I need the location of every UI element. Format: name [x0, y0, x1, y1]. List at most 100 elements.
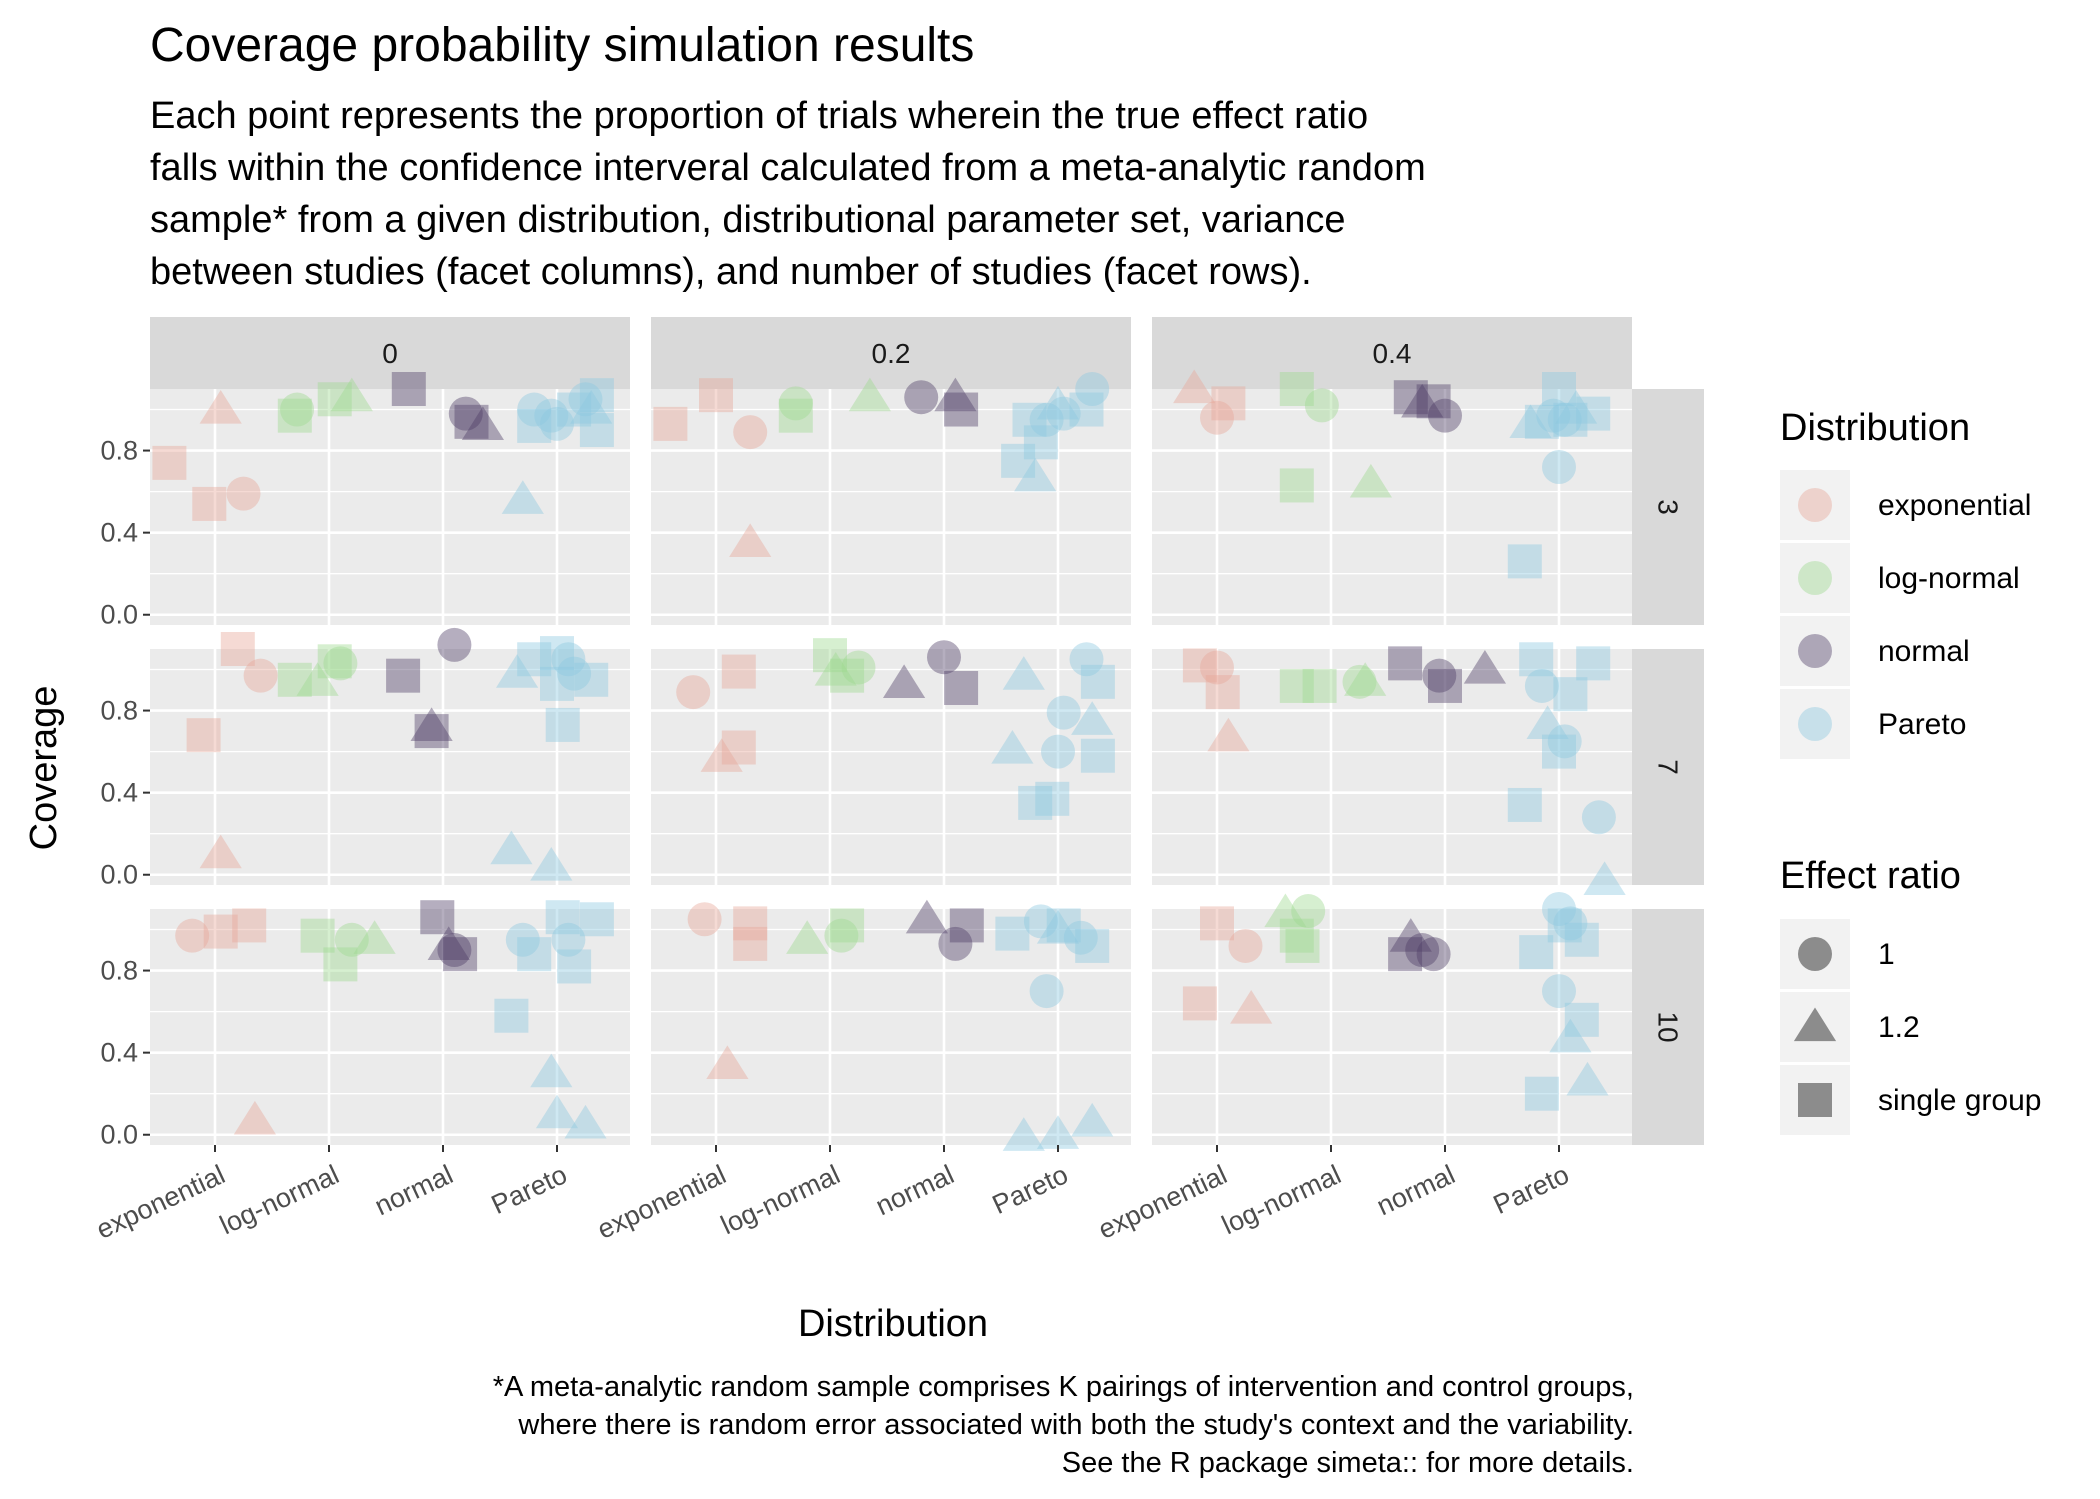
data-point	[545, 900, 580, 935]
legend-key-background	[1780, 543, 1850, 613]
legend-color-label: log-normal	[1878, 562, 2020, 595]
chart-subtitle-line-1: Each point represents the proportion of …	[150, 95, 1368, 137]
data-point	[1389, 918, 1432, 952]
data-point	[317, 382, 352, 417]
data-point	[199, 389, 242, 424]
x-tick-label: normal	[871, 1159, 958, 1221]
facet-panel	[651, 899, 1131, 1151]
data-point	[1075, 928, 1110, 963]
data-point	[175, 918, 210, 953]
data-point	[490, 830, 533, 865]
facet-panel	[651, 638, 1131, 885]
data-point	[733, 906, 768, 941]
legend-key-swatch	[1798, 488, 1832, 522]
data-point	[1046, 908, 1081, 943]
data-point	[545, 707, 580, 742]
data-point	[1342, 664, 1377, 699]
data-point	[1393, 380, 1428, 415]
data-point	[1519, 642, 1554, 677]
data-point	[1228, 928, 1263, 963]
data-point	[280, 392, 315, 427]
data-point	[1002, 656, 1045, 690]
chart-subtitle-line-2: falls within the confidence interveral c…	[150, 147, 1426, 189]
data-point	[1428, 398, 1462, 433]
data-point	[1547, 402, 1582, 437]
data-point	[995, 916, 1030, 951]
legend-key-shape	[1793, 1007, 1837, 1042]
data-point	[1388, 937, 1423, 972]
data-point	[1001, 443, 1036, 478]
data-point	[386, 658, 421, 693]
data-point	[904, 380, 939, 415]
facet-panel	[150, 900, 630, 1145]
data-point	[938, 926, 973, 961]
data-point	[778, 386, 813, 421]
data-point	[1046, 695, 1081, 730]
data-point	[1553, 906, 1588, 941]
data-point	[233, 1100, 277, 1135]
data-point	[1264, 893, 1307, 928]
data-point	[1428, 668, 1462, 703]
data-point	[495, 654, 539, 688]
data-point	[1207, 717, 1250, 752]
data-point	[1564, 1002, 1599, 1037]
legend: Distribution Effect ratio exponential log…	[1773, 396, 2080, 1135]
legend-key-background	[1780, 689, 1850, 759]
data-point	[721, 654, 756, 689]
data-point	[1388, 646, 1423, 681]
legend-key-swatch	[1798, 561, 1832, 595]
data-point	[830, 908, 865, 943]
data-point	[1014, 457, 1057, 492]
facet-panel	[651, 372, 1131, 625]
data-point	[203, 914, 238, 949]
data-point	[1182, 986, 1217, 1021]
data-point	[551, 642, 586, 677]
data-point	[517, 642, 552, 677]
data-point	[517, 408, 552, 443]
data-point	[232, 908, 267, 943]
data-point	[1547, 908, 1582, 943]
data-point	[391, 372, 426, 406]
data-point	[1302, 668, 1337, 703]
data-point	[199, 834, 242, 869]
legend-key-swatch	[1798, 634, 1832, 668]
x-axis-title: Distribution	[798, 1303, 988, 1345]
y-tick-label: 0.4	[100, 518, 138, 548]
data-point	[1041, 734, 1075, 769]
data-point	[1507, 787, 1542, 822]
data-point	[721, 730, 756, 765]
facet-row-strip	[1632, 909, 1704, 1145]
data-point	[330, 377, 373, 412]
panel-background	[1152, 909, 1632, 1145]
data-point	[557, 656, 592, 691]
data-point	[564, 1104, 607, 1139]
data-point	[1230, 990, 1273, 1024]
facet-col-strip	[651, 317, 1131, 389]
legend-shape-label: 1.2	[1878, 1011, 1920, 1044]
data-point	[1279, 668, 1314, 703]
data-point	[353, 920, 396, 954]
data-point	[323, 646, 358, 681]
chart-subtitle-line-4: between studies (facet columns), and num…	[150, 251, 1312, 293]
data-point	[729, 523, 772, 557]
data-point	[1075, 372, 1110, 406]
data-point	[192, 486, 227, 521]
x-tick-label: log-normal	[1217, 1159, 1345, 1240]
data-point	[579, 413, 614, 448]
data-point	[1509, 404, 1552, 438]
data-point	[1200, 400, 1234, 435]
data-point	[574, 662, 609, 697]
data-point	[1012, 402, 1047, 437]
facet-panel	[1152, 642, 1632, 895]
data-point	[1023, 904, 1058, 939]
data-point	[1507, 544, 1542, 579]
x-tick-label: exponential	[1094, 1159, 1232, 1245]
data-point	[1553, 677, 1588, 712]
panel-background	[1152, 389, 1632, 625]
panel-background	[651, 389, 1131, 625]
data-point	[494, 998, 529, 1033]
data-point	[1071, 1102, 1114, 1137]
legend-shape-label: 1	[1878, 938, 1895, 971]
data-point	[991, 730, 1034, 764]
